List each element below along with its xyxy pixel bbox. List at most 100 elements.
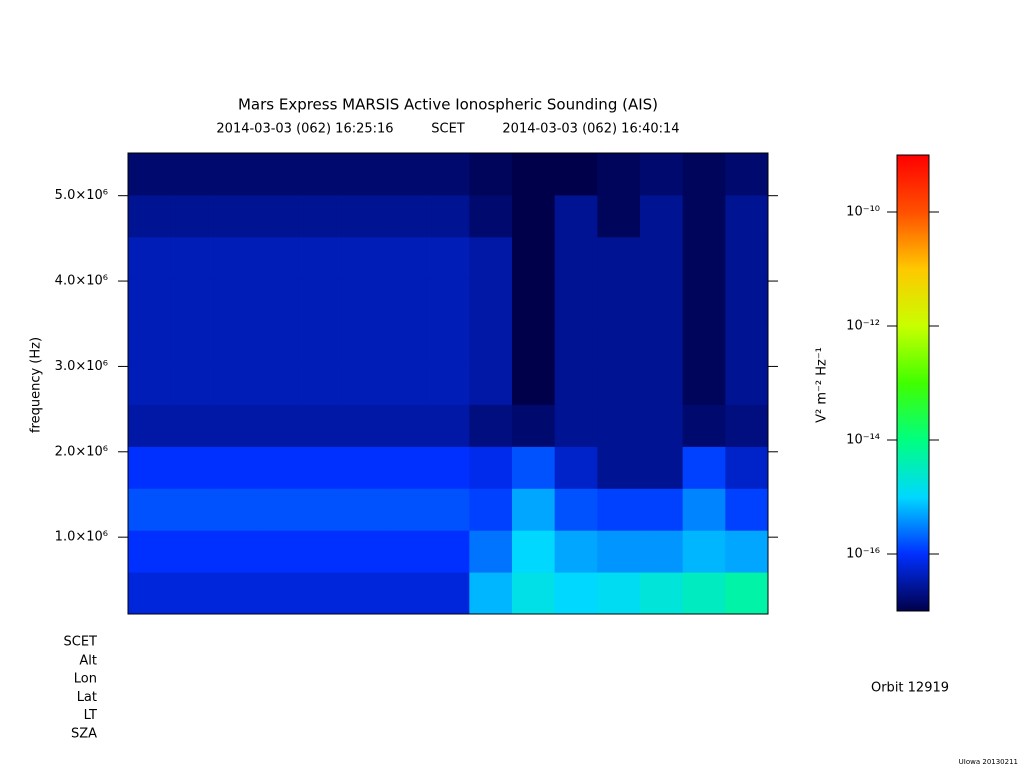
spectrogram-cell [682,404,726,447]
spectrogram-cell [725,488,769,531]
spectrogram-cell [554,194,598,238]
spectrogram-cell [554,236,598,280]
spectrogram-cell [170,530,214,573]
spectrogram-cell [170,362,214,405]
spectrogram-cell [213,488,257,531]
spectrogram-cell [512,362,556,405]
spectrogram-cell [384,572,428,615]
spectrogram-cell [469,236,513,280]
spectrogram-cell [469,530,513,573]
spectrogram-cell [341,153,385,196]
spectrogram-cell [426,278,470,322]
spectrogram-cell [384,530,428,573]
spectrogram-cell [170,153,214,196]
spectrogram-cell [554,572,598,615]
spectrogram-cell [512,488,556,531]
ephemeris-row-label: Lon [74,672,97,687]
spectrogram-cell [725,153,769,196]
spectrogram-cell [128,236,172,280]
plot-frame [127,152,769,615]
spectrogram-cell [341,278,385,322]
spectrogram-cell [597,488,641,531]
spectrogram-cell [426,236,470,280]
spectrogram-cell [298,530,342,573]
spectrogram-cell [298,194,342,238]
spectrogram-cell [298,153,342,196]
spectrogram-cell [469,446,513,489]
spectrogram-cell [256,153,300,196]
spectrogram-cell [640,194,684,238]
spectrogram-cell [298,446,342,489]
spectrogram-cell [213,572,257,615]
spectrogram-cell [128,488,172,531]
ephemeris-row-label: SZA [71,726,97,741]
spectrogram-cell [213,278,257,322]
spectrogram-cell [256,362,300,405]
spectrogram-cell [512,320,556,364]
spectrogram-cell [682,278,726,322]
spectrogram-cell [384,446,428,489]
spectrogram-cell [256,320,300,364]
spectrogram-cell [128,530,172,573]
start-time: 2014-03-03 (062) 16:25:16 [216,122,393,137]
orbit: Orbit 12919 [871,681,949,696]
spectrogram-cell [298,404,342,447]
spectrogram-cell [213,446,257,489]
spectrogram-cell [426,572,470,615]
spectrogram-cell [512,194,556,238]
spectrogram-cell [640,320,684,364]
spectrogram-cell [682,194,726,238]
spectrogram-cell [128,404,172,447]
spectrogram-cell [213,153,257,196]
spectrogram-cell [426,153,470,196]
spectrogram-cell [298,362,342,405]
spectrogram-cell [554,153,598,196]
spectrogram-cell [554,362,598,405]
spectrogram-cell [597,194,641,238]
spectrogram-cell [640,404,684,447]
spectrogram-cell [384,488,428,531]
spectrogram-cell [298,572,342,615]
spectrogram-cell [725,320,769,364]
spectrogram-cell [682,153,726,196]
spectrogram-cell [256,236,300,280]
ephemeris-row-label: LT [84,708,97,723]
spectrogram-cell [469,278,513,322]
spectrogram-cell [128,278,172,322]
spectrogram-cell [341,572,385,615]
spectrogram-cell [128,446,172,489]
spectrogram-cell [640,278,684,322]
spectrogram-cell [384,320,428,364]
spectrogram-cell [512,572,556,615]
spectrogram-cell [597,320,641,364]
spectrogram-cell [384,362,428,405]
spectrogram-cell [469,153,513,196]
spectrogram-cell [213,404,257,447]
spectrogram-cell [640,530,684,573]
spectrogram-cell [170,278,214,322]
colorbar [896,154,930,612]
footer: UIowa 20130211 [959,758,1018,766]
y-tick-label: 1.0×10⁶ [55,530,108,545]
spectrogram-cell [512,153,556,196]
spectrogram-cell [725,278,769,322]
spectrogram-cell [213,362,257,405]
spectrogram-cell [640,153,684,196]
ephemeris-row-label: Lat [77,690,97,705]
spectrogram-cell [384,404,428,447]
spectrogram-cell [597,153,641,196]
colorbar-tick-label: 10⁻¹⁶ [846,547,880,562]
spectrogram-cell [170,446,214,489]
spectrogram-cell [554,404,598,447]
spectrogram-cell [384,278,428,322]
spectrogram-cell [512,446,556,489]
spectrogram-cell [725,404,769,447]
spectrogram-cell [426,194,470,238]
spectrogram-cell [640,446,684,489]
spectrogram-cell [213,320,257,364]
spectrogram-cell [426,488,470,531]
y-tick-label: 4.0×10⁶ [55,274,108,289]
spectrogram-cell [554,446,598,489]
spectrogram-cell [682,362,726,405]
spectrogram-cell [298,236,342,280]
